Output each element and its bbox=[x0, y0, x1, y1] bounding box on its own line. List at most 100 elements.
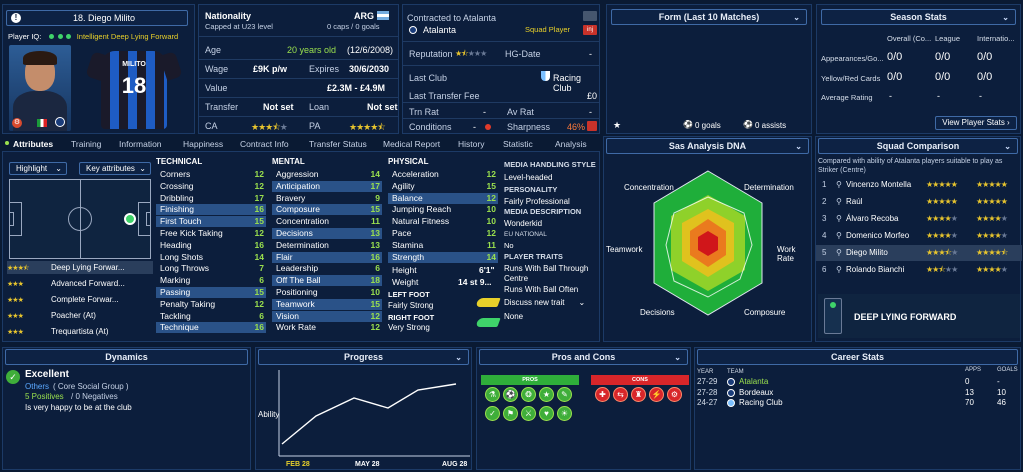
con-badge-icon[interactable]: ♜ bbox=[631, 387, 646, 402]
attribute-row[interactable]: First Touch 15 bbox=[156, 216, 266, 228]
key-attributes-dropdown[interactable]: Key attributes ⌄ bbox=[79, 162, 151, 175]
pro-badge-icon[interactable]: ⚗ bbox=[485, 387, 500, 402]
pro-badge-icon[interactable]: ⚑ bbox=[503, 406, 518, 421]
pros-cons-header[interactable]: Pros and Cons ⌄ bbox=[479, 349, 688, 365]
tab-information[interactable]: Information bbox=[119, 139, 162, 149]
career-header[interactable]: Career Stats bbox=[697, 349, 1018, 365]
tab-contract-info[interactable]: Contract Info bbox=[240, 139, 289, 149]
attribute-row[interactable]: Heading 16 bbox=[156, 240, 266, 251]
season-header[interactable]: Season Stats ⌄ bbox=[821, 9, 1016, 25]
tab-training[interactable]: Training bbox=[71, 139, 102, 149]
attribute-row[interactable]: Work Rate 12 bbox=[272, 322, 382, 333]
settings-icon[interactable]: ⚙ bbox=[12, 118, 22, 128]
con-badge-icon[interactable]: ⚙ bbox=[667, 387, 682, 402]
attribute-row[interactable]: Balance 12 bbox=[388, 192, 498, 204]
season-title: Season Stats bbox=[890, 12, 947, 22]
squad-player-row[interactable]: 2 ⚲ Raúl ★★★★★ ★★★★★ bbox=[816, 194, 1022, 210]
attribute-row[interactable]: Dribbling 17 bbox=[156, 193, 266, 204]
pro-badge-icon[interactable]: ★ bbox=[539, 387, 554, 402]
progress-header[interactable]: Progress ⌄ bbox=[258, 349, 469, 365]
attribute-row[interactable]: Long Shots 14 bbox=[156, 252, 266, 263]
dna-header[interactable]: Sas Analysis DNA ⌄ bbox=[606, 138, 809, 154]
position-pitch[interactable] bbox=[9, 179, 151, 259]
tab-analysis[interactable]: Analysis bbox=[555, 139, 587, 149]
attribute-row[interactable]: Off The Ball 18 bbox=[272, 275, 382, 287]
loan-value[interactable]: Not set bbox=[367, 102, 398, 112]
dynamics-negatives[interactable]: / 0 Negatives bbox=[71, 392, 118, 401]
attribute-row[interactable]: Concentration 11 bbox=[272, 216, 382, 227]
career-row[interactable]: 27-29 Atalanta 0 - bbox=[695, 377, 1022, 387]
attribute-row[interactable]: Teamwork 15 bbox=[272, 298, 382, 310]
role-item[interactable]: ★★★ Complete Forwar... bbox=[7, 293, 153, 306]
attribute-row[interactable]: Determination 13 bbox=[272, 240, 382, 251]
attribute-row[interactable]: Composure 15 bbox=[272, 204, 382, 216]
attribute-row[interactable]: Marking 6 bbox=[156, 275, 266, 286]
tab-happiness[interactable]: Happiness bbox=[183, 139, 224, 149]
attribute-row[interactable]: Stamina 11 bbox=[388, 240, 498, 251]
role-item[interactable]: ★★★ Advanced Forward... bbox=[7, 277, 153, 290]
attribute-row[interactable]: Flair 16 bbox=[272, 251, 382, 263]
attribute-row[interactable]: Bravery 9 bbox=[272, 193, 382, 204]
attribute-row[interactable]: Aggression 14 bbox=[272, 169, 382, 180]
attribute-row[interactable]: Long Throws 7 bbox=[156, 263, 266, 274]
dynamics-group-prefix[interactable]: Others bbox=[25, 382, 50, 391]
attribute-row[interactable]: Vision 12 bbox=[272, 310, 382, 322]
attribute-row[interactable]: Finishing 16 bbox=[156, 204, 266, 216]
attribute-row[interactable]: Corners 12 bbox=[156, 169, 266, 180]
attribute-row[interactable]: Penalty Taking 12 bbox=[156, 299, 266, 310]
highlight-dropdown[interactable]: Highlight ⌄ bbox=[9, 162, 67, 175]
con-badge-icon[interactable]: ⚡ bbox=[649, 387, 664, 402]
attribute-row[interactable]: Passing 15 bbox=[156, 287, 266, 298]
attribute-row[interactable]: Acceleration 12 bbox=[388, 169, 498, 180]
attribute-row[interactable]: Positioning 10 bbox=[272, 287, 382, 298]
attribute-row[interactable]: Leadership 6 bbox=[272, 263, 382, 274]
discuss-trait-button[interactable]: Discuss new trait ⌄ bbox=[504, 298, 585, 307]
role-item[interactable]: ★★★⯪ Deep Lying Forwar... bbox=[7, 261, 153, 274]
pro-badge-icon[interactable]: ✓ bbox=[485, 406, 500, 421]
pro-badge-icon[interactable]: ♥ bbox=[539, 406, 554, 421]
attribute-row[interactable]: Decisions 13 bbox=[272, 228, 382, 239]
player-name-bar[interactable]: ! 18. Diego Milito bbox=[6, 10, 188, 26]
contract-info-icon[interactable] bbox=[583, 11, 597, 21]
con-badge-icon[interactable]: ⇆ bbox=[613, 387, 628, 402]
attribute-row[interactable]: Natural Fitness 10 bbox=[388, 216, 498, 227]
transfer-value[interactable]: Not set bbox=[263, 102, 294, 112]
view-player-stats-button[interactable]: View Player Stats › bbox=[935, 116, 1017, 130]
tab-statistic[interactable]: Statistic bbox=[503, 139, 533, 149]
club-name[interactable]: Atalanta bbox=[423, 25, 457, 35]
career-row[interactable]: 27-28 Bordeaux 13 10 bbox=[695, 388, 1022, 398]
tab-attributes[interactable]: Attributes bbox=[13, 139, 54, 149]
squad-player-row[interactable]: 4 ⚲ Domenico Morfeo ★★★★★ ★★★★★ bbox=[816, 228, 1022, 244]
role-item[interactable]: ★★★ Poacher (At) bbox=[7, 309, 153, 322]
attribute-row[interactable]: Strength 14 bbox=[388, 251, 498, 263]
squad-player-row[interactable]: 1 ⚲ Vincenzo Montella ★★★★★ ★★★★★ bbox=[816, 177, 1022, 193]
attribute-row[interactable]: Tackling 6 bbox=[156, 311, 266, 322]
attribute-row[interactable]: Pace 12 bbox=[388, 228, 498, 239]
attribute-row[interactable]: Crossing 12 bbox=[156, 181, 266, 192]
role-item[interactable]: ★★★ Trequartista (At) bbox=[7, 325, 153, 338]
pro-badge-icon[interactable]: ☀ bbox=[557, 406, 572, 421]
attribute-row[interactable]: Technique 16 bbox=[156, 322, 266, 334]
tab-history[interactable]: History bbox=[458, 139, 485, 149]
contracted-to: Contracted to Atalanta bbox=[407, 13, 497, 23]
pro-badge-icon[interactable]: ❂ bbox=[521, 387, 536, 402]
pro-badge-icon[interactable]: ✎ bbox=[557, 387, 572, 402]
squad-player-row[interactable]: 6 ⚲ Rolando Bianchi ★★⯪★★ ★★★★★ bbox=[816, 262, 1022, 278]
attribute-row[interactable]: Anticipation 17 bbox=[272, 180, 382, 192]
attribute-row[interactable]: Agility 15 bbox=[388, 181, 498, 192]
attribute-row[interactable]: Jumping Reach 10 bbox=[388, 204, 498, 215]
dynamics-header[interactable]: Dynamics bbox=[5, 349, 248, 365]
form-header[interactable]: Form (Last 10 Matches) ⌄ bbox=[611, 9, 807, 25]
tab-medical-report[interactable]: Medical Report bbox=[383, 139, 441, 149]
tab-transfer-status[interactable]: Transfer Status bbox=[309, 139, 367, 149]
last-club-value[interactable]: Racing Club bbox=[553, 73, 582, 93]
squad-header[interactable]: Squad Comparison ⌄ bbox=[818, 138, 1018, 154]
dynamics-positives[interactable]: 5 Positives bbox=[25, 392, 64, 401]
con-badge-icon[interactable]: ✚ bbox=[595, 387, 610, 402]
squad-player-row[interactable]: 3 ⚲ Álvaro Recoba ★★★★★ ★★★★★ bbox=[816, 211, 1022, 227]
career-row[interactable]: 24-27 Racing Club 70 46 bbox=[695, 398, 1022, 408]
attribute-row[interactable]: Free Kick Taking 12 bbox=[156, 228, 266, 239]
squad-player-row[interactable]: 5 ⚲ Diego Milito ★★★⯪★ ★★★★⯪ bbox=[816, 245, 1022, 261]
pro-badge-icon[interactable]: ⚔ bbox=[521, 406, 536, 421]
pro-badge-icon[interactable]: ⚽ bbox=[503, 387, 518, 402]
